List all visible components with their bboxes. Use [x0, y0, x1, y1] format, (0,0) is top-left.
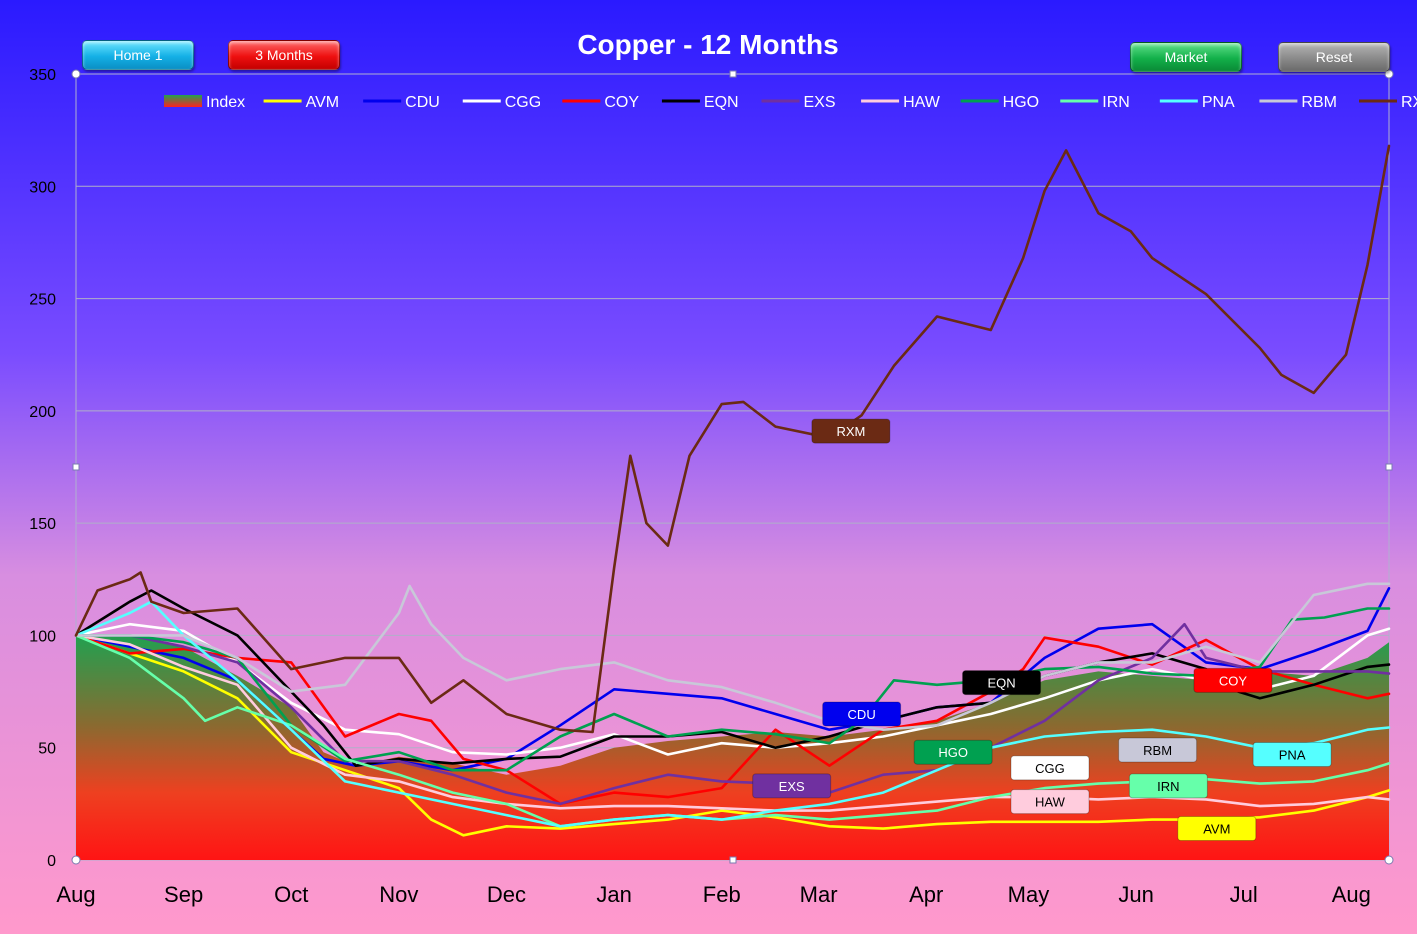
- legend-item-eqn: EQN: [661, 94, 739, 111]
- series-tag-text: PNA: [1279, 747, 1306, 762]
- legend-label: EXS: [804, 94, 836, 111]
- legend-label: EQN: [704, 94, 739, 111]
- series-tag-irn: IRN: [1128, 773, 1208, 799]
- x-tick-label-8: Apr: [909, 882, 943, 907]
- series-tag-hgo: HGO: [913, 739, 993, 765]
- legend-label: CDU: [405, 94, 440, 111]
- series-line-coy: [74, 634, 1391, 806]
- handle-right-mid[interactable]: [1385, 463, 1393, 471]
- legend-item-index: Index: [164, 94, 245, 111]
- handle-left-mid[interactable]: [72, 463, 80, 471]
- series-tag-text: HGO: [938, 745, 968, 760]
- legend-item-haw: HAW: [861, 94, 941, 111]
- market-button[interactable]: Market: [1130, 42, 1242, 72]
- legend-label: HGO: [1003, 94, 1039, 111]
- x-tick-label-0: Aug: [56, 882, 95, 907]
- legend-item-exs: EXS: [761, 94, 836, 111]
- series-tag-text: RBM: [1143, 743, 1172, 758]
- x-tick-label-11: Jul: [1230, 882, 1258, 907]
- legend-label: CGG: [505, 94, 541, 111]
- legend-item-avm: AVM: [263, 94, 339, 111]
- series-line-pna: [74, 600, 1391, 828]
- series-tag-text: HAW: [1035, 795, 1066, 810]
- series-line-haw: [74, 634, 1391, 812]
- legend-item-pna: PNA: [1159, 94, 1235, 111]
- selection-handles: [71, 69, 1394, 865]
- series-tag-rbm: RBM: [1118, 737, 1198, 763]
- legend-label: Index: [206, 94, 245, 111]
- series-tag-eqn: EQN: [962, 670, 1042, 696]
- series-line-rxm: [74, 144, 1391, 734]
- legend-item-irn: IRN: [1060, 94, 1130, 111]
- handle-bottom-right[interactable]: [1384, 855, 1394, 865]
- x-tick-label-5: Jan: [596, 882, 631, 907]
- handle-top-left[interactable]: [71, 69, 81, 79]
- x-tick-label-3: Nov: [379, 882, 418, 907]
- series-tag-pna: PNA: [1252, 741, 1332, 767]
- series-tag-coy: COY: [1193, 667, 1273, 693]
- series-tag-text: IRN: [1157, 779, 1179, 794]
- legend-label: HAW: [903, 94, 941, 111]
- series-tag-text: RXM: [836, 424, 865, 439]
- handle-top-mid[interactable]: [729, 70, 737, 78]
- handle-bottom-mid[interactable]: [729, 856, 737, 864]
- legend-item-cgg: CGG: [462, 94, 541, 111]
- legend-label: RXM: [1401, 94, 1417, 111]
- legend-label: AVM: [306, 94, 339, 111]
- legend-label: PNA: [1202, 94, 1235, 111]
- legend-label: RBM: [1301, 94, 1337, 111]
- x-tick-label-10: Jun: [1118, 882, 1153, 907]
- legend-item-cdu: CDU: [363, 94, 440, 111]
- x-tick-label-12: Aug: [1332, 882, 1371, 907]
- handle-bottom-left[interactable]: [71, 855, 81, 865]
- series-tag-text: AVM: [1203, 822, 1230, 837]
- x-tick-label-4: Dec: [487, 882, 526, 907]
- series-tag-avm: AVM: [1177, 816, 1257, 842]
- series-tag-cgg: CGG: [1010, 755, 1090, 781]
- home-button[interactable]: Home 1: [82, 40, 194, 70]
- y-tick-label: 300: [29, 179, 56, 196]
- legend-item-rxm: RXM: [1359, 94, 1417, 111]
- three-months-button[interactable]: 3 Months: [228, 40, 340, 70]
- legend-item-rbm: RBM: [1259, 94, 1337, 111]
- x-tick-label-1: Sep: [164, 882, 203, 907]
- series-tag-cdu: CDU: [822, 701, 902, 727]
- legend-label: COY: [604, 94, 639, 111]
- y-tick-label: 100: [29, 628, 56, 645]
- y-tick-label: 150: [29, 516, 56, 533]
- y-tick-label: 350: [29, 67, 56, 84]
- legend-item-hgo: HGO: [960, 94, 1039, 111]
- y-tick-label: 0: [47, 853, 56, 870]
- series-tag-text: COY: [1219, 673, 1248, 688]
- series-tag-exs: EXS: [752, 773, 832, 799]
- series-tag-text: CGG: [1035, 761, 1065, 776]
- legend-item-coy: COY: [562, 94, 639, 111]
- x-tick-label-6: Feb: [703, 882, 741, 907]
- reset-button[interactable]: Reset: [1278, 42, 1390, 72]
- y-tick-label: 50: [38, 741, 56, 758]
- legend-label: IRN: [1102, 94, 1130, 111]
- series-tag-text: EQN: [987, 676, 1015, 691]
- series-line-rbm: [74, 582, 1391, 731]
- y-tick-label: 200: [29, 404, 56, 421]
- y-tick-label: 250: [29, 292, 56, 309]
- series-tag-text: CDU: [848, 707, 876, 722]
- x-tick-label-2: Oct: [274, 882, 308, 907]
- series-tag-haw: HAW: [1010, 789, 1090, 815]
- x-tick-label-9: May: [1008, 882, 1050, 907]
- chart-title: Copper - 12 Months: [577, 29, 838, 60]
- x-tick-label-7: Mar: [800, 882, 838, 907]
- series-tag-rxm: RXM: [811, 418, 891, 444]
- series-tag-text: EXS: [779, 779, 805, 794]
